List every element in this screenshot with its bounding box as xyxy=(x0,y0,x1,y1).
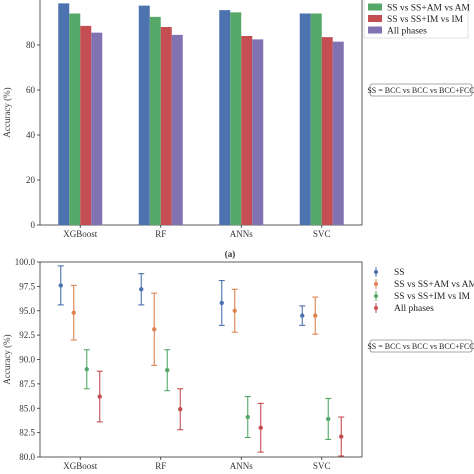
bar-y-axis-label: Accuracy (%) xyxy=(2,87,12,137)
err-x-tick-label: SVC xyxy=(313,461,331,471)
bar-legend-swatch xyxy=(368,15,382,22)
data-point xyxy=(300,313,305,318)
bar xyxy=(160,27,172,225)
bar-legend-label: SS xyxy=(387,0,398,2)
data-point xyxy=(84,367,89,372)
data-point xyxy=(232,308,237,313)
bar-legend-label: SS vs SS+IM vs IM xyxy=(387,15,464,25)
data-point xyxy=(58,283,63,288)
bar-y-tick-label: 20 xyxy=(26,175,36,185)
err-plot-frame xyxy=(39,261,363,458)
bar xyxy=(310,13,322,225)
err-x-tick-label: ANNs xyxy=(230,461,253,471)
err-y-tick-label: 87.5 xyxy=(19,379,35,389)
bar xyxy=(219,10,231,225)
data-point xyxy=(245,414,250,420)
err-legend-label: SS xyxy=(394,268,405,278)
data-point xyxy=(71,310,76,315)
data-point xyxy=(219,300,224,306)
bar xyxy=(58,3,70,225)
err-legend-marker xyxy=(374,282,378,286)
err-y-tick-label: 90.0 xyxy=(19,355,35,365)
bar-chart-panel: 0 20 40 60 80 Accuracy (%) XGBoost RF ANNs SVC SS S… xyxy=(2,0,474,239)
bar-plot-frame xyxy=(39,0,363,226)
err-legend-marker xyxy=(374,270,378,274)
err-y-tick-label: 80.0 xyxy=(19,452,35,462)
err-y-tick-label: 92.5 xyxy=(19,330,35,340)
err-x-tick-label: XGBoost xyxy=(63,461,98,471)
data-point xyxy=(313,313,318,318)
err-legend-label: All phases xyxy=(394,304,434,314)
data-point xyxy=(165,368,170,373)
data-point xyxy=(139,287,144,292)
bar-legend-label: All phases xyxy=(387,27,427,37)
bar xyxy=(252,39,264,225)
bar xyxy=(138,5,150,225)
data-point xyxy=(326,416,331,422)
bar-x-tick-label: RF xyxy=(155,229,166,239)
err-y-tick-label: 85.0 xyxy=(19,403,35,413)
bar xyxy=(149,16,161,225)
data-point xyxy=(178,407,183,412)
data-point xyxy=(152,327,157,332)
err-legend-marker xyxy=(374,294,378,298)
err-y-tick-label: 95.0 xyxy=(19,306,35,316)
err-y-tick-label: 82.5 xyxy=(19,428,35,438)
err-annotation-text: SS = BCC vs BCC vs BCC+FCC xyxy=(367,342,474,351)
bar xyxy=(80,25,92,225)
bar xyxy=(321,37,333,225)
bar xyxy=(299,13,311,225)
err-y-tick-label: 100.0 xyxy=(15,257,36,267)
err-annotation-box xyxy=(369,339,473,353)
bar-x-tick-label: ANNs xyxy=(230,229,253,239)
data-point xyxy=(97,394,102,399)
bar-y-tick-label: 0 xyxy=(31,220,36,230)
bar xyxy=(230,12,242,225)
err-x-tick-label: RF xyxy=(155,461,166,471)
bar-x-tick-label: SVC xyxy=(313,229,331,239)
bar-y-tick-label: 60 xyxy=(26,85,36,95)
err-legend-marker xyxy=(374,306,378,310)
panel-label-a: (a) xyxy=(225,249,236,259)
bar-annotation-text: SS = BCC vs BCC vs BCC+FCC xyxy=(367,86,474,95)
bar-y-tick-label: 80 xyxy=(26,40,36,50)
err-y-axis-label: Accuracy (%) xyxy=(2,334,12,384)
bar xyxy=(332,41,344,225)
bar-legend-swatch xyxy=(368,26,382,34)
err-legend-label: SS vs SS+IM vs IM xyxy=(394,292,471,302)
bar xyxy=(69,13,81,225)
bar-x-tick-label: XGBoost xyxy=(63,229,98,239)
bar-annotation-box xyxy=(369,83,473,97)
bar xyxy=(91,32,103,225)
errorbar-chart-panel: 80.0 82.5 85.0 87.5 90.0 92.5 95.0 97.5 100.0 Acc… xyxy=(2,257,474,471)
err-y-tick-label: 97.5 xyxy=(19,281,35,291)
err-legend-label: SS vs SS+AM vs AM xyxy=(394,280,474,290)
data-point xyxy=(339,434,344,439)
data-point xyxy=(258,425,263,430)
bar-legend-swatch xyxy=(368,3,382,11)
bar xyxy=(241,36,253,225)
bar-legend-label: SS vs SS+AM vs AM xyxy=(387,4,471,14)
bar xyxy=(171,34,183,225)
bar-y-tick-label: 40 xyxy=(26,130,36,140)
